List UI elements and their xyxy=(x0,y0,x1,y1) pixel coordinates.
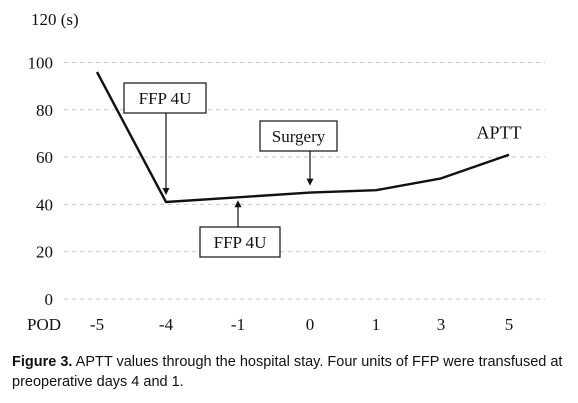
y-tick-label: 100 xyxy=(28,54,54,73)
x-tick-label: 1 xyxy=(372,315,381,334)
x-tick-label: 5 xyxy=(505,315,514,334)
annotation-label: Surgery xyxy=(272,127,326,146)
y-axis-unit-label: 120 (s) xyxy=(31,10,79,29)
x-axis-label: POD xyxy=(27,315,61,334)
x-tick-label: -4 xyxy=(159,315,174,334)
annotation-label: FFP 4U xyxy=(139,89,192,108)
annotation-label: FFP 4U xyxy=(214,233,267,252)
y-tick-label: 20 xyxy=(36,243,53,262)
caption-text: APTT values through the hospital stay. F… xyxy=(12,354,563,390)
x-tick-label: -1 xyxy=(231,315,245,334)
arrow-head xyxy=(162,188,170,196)
y-tick-label: 80 xyxy=(36,101,53,120)
y-tick-label: 0 xyxy=(45,290,54,309)
figure-caption: Figure 3. APTT values through the hospit… xyxy=(12,352,572,392)
annotations: FFP 4U FFP 4U Surgery xyxy=(123,82,338,258)
series-layer: APTT xyxy=(95,71,522,204)
arrow-head xyxy=(234,200,242,208)
annotation-box xyxy=(259,120,338,152)
series-line-aptt xyxy=(95,71,510,204)
x-tick-labels: -5 -4 -1 0 1 3 5 xyxy=(90,315,513,334)
series-label-aptt: APTT xyxy=(477,123,522,143)
caption-label: Figure 3. xyxy=(12,354,73,370)
x-tick-label: 0 xyxy=(306,315,315,334)
arrow-head xyxy=(306,178,314,186)
annotation-box xyxy=(123,82,207,114)
y-tick-label: 40 xyxy=(36,195,53,214)
x-tick-label: 3 xyxy=(437,315,446,334)
x-tick-label: -5 xyxy=(90,315,104,334)
aptt-line-chart: 0 20 40 60 80 100 120 (s) -5 -4 -1 0 1 3 5 POD APTT… xyxy=(27,10,545,334)
y-tick-labels: 0 20 40 60 80 100 xyxy=(28,54,54,310)
annotation-box xyxy=(199,226,281,258)
y-tick-label: 60 xyxy=(36,148,53,167)
